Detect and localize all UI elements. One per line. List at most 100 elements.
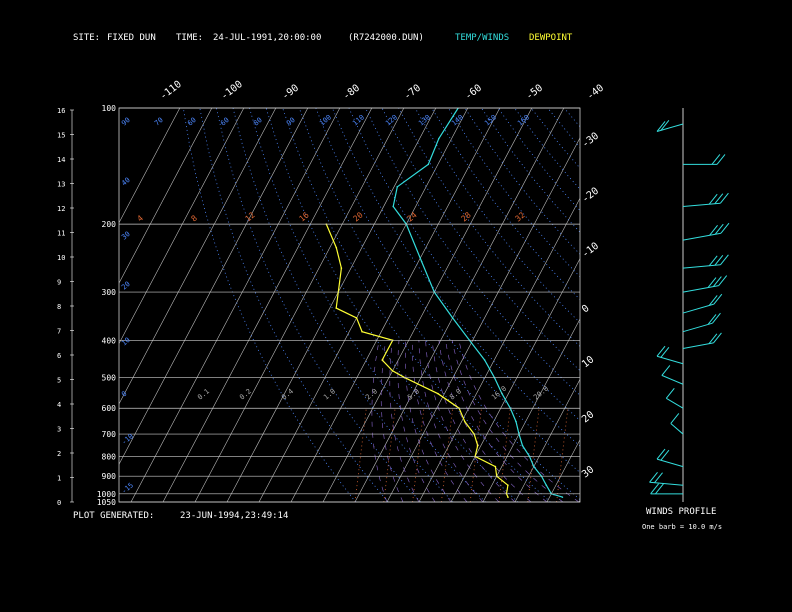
dry-adiabat-line bbox=[232, 108, 454, 502]
wind-barb-shaft bbox=[682, 285, 719, 293]
dewpoint-series-line bbox=[325, 223, 509, 498]
dry-adiabat-line bbox=[398, 108, 580, 347]
wind-barb-shaft bbox=[682, 342, 714, 349]
moist-adiabat-label: 8.0 bbox=[448, 387, 463, 401]
temperature-point bbox=[561, 496, 564, 498]
wind-barb-flag bbox=[660, 449, 670, 461]
temperature-point bbox=[501, 392, 503, 395]
height-km-label: 0 bbox=[57, 499, 61, 507]
temperature-point bbox=[451, 317, 454, 319]
mixing-ratio-line bbox=[412, 408, 425, 502]
dewpoint-point bbox=[437, 392, 439, 395]
temperature-point bbox=[545, 484, 548, 487]
dry-adiabat-line bbox=[447, 108, 580, 278]
mixing-ratio-line bbox=[556, 408, 569, 502]
isotherm-label-top: -70 bbox=[402, 83, 423, 103]
dry-adiabat-line bbox=[216, 108, 421, 502]
isotherm-line bbox=[119, 108, 245, 345]
mixing-ratio-label: 20 bbox=[352, 210, 365, 223]
height-km-label: 10 bbox=[57, 254, 65, 262]
pressure-tick-label: 900 bbox=[102, 472, 117, 481]
isotherm-line bbox=[258, 108, 469, 502]
moist-adiabat-line bbox=[445, 340, 548, 502]
isotherm-line bbox=[119, 108, 309, 465]
pressure-tick-label: 200 bbox=[102, 220, 117, 229]
winds-profile-note: One barb = 10.0 m/s bbox=[642, 523, 723, 531]
wind-barb-flag bbox=[656, 345, 666, 357]
isotherm-label-right: 0 bbox=[580, 303, 592, 315]
dry-adiabat-label: 110 bbox=[351, 113, 366, 127]
dry-adiabat-line bbox=[182, 108, 357, 502]
wind-barb-flag bbox=[660, 120, 670, 131]
height-km-label: 9 bbox=[57, 279, 61, 287]
temperature-point bbox=[396, 185, 399, 188]
height-km-label: 5 bbox=[57, 377, 61, 385]
isotherm-label-top: -60 bbox=[463, 83, 484, 103]
wind-barb-flag bbox=[712, 312, 721, 324]
wind-barb-flag bbox=[708, 255, 718, 267]
wind-barb-flag bbox=[661, 365, 671, 376]
isotherm-label-right: 10 bbox=[580, 354, 596, 370]
winds-profile-title: WINDS PROFILE bbox=[646, 507, 717, 517]
height-km-label: 4 bbox=[57, 401, 61, 409]
temperature-point bbox=[438, 137, 440, 140]
pressure-tick-label: 700 bbox=[102, 430, 117, 439]
moist-adiabat-line bbox=[405, 340, 452, 502]
mixing-ratio-line bbox=[354, 408, 367, 502]
isotherm-label-right: -10 bbox=[580, 241, 601, 261]
pressure-tick-label: 800 bbox=[102, 452, 117, 461]
wind-barb-flag bbox=[708, 295, 718, 306]
dry-adiabat-line bbox=[199, 108, 389, 502]
wind-barb-flag bbox=[670, 413, 680, 424]
height-km-label: 14 bbox=[57, 156, 65, 164]
wind-barb-flag bbox=[713, 293, 723, 305]
dry-adiabat-label: 80 bbox=[252, 116, 264, 128]
wind-barb-flag bbox=[718, 275, 728, 286]
site-label: SITE: bbox=[73, 33, 101, 43]
mixing-ratio-label: 32 bbox=[514, 210, 527, 223]
isotherm-line bbox=[546, 439, 580, 502]
wind-barb-flag bbox=[655, 483, 664, 495]
height-km-label: 12 bbox=[57, 205, 65, 213]
pressure-tick-label: 600 bbox=[102, 404, 117, 413]
wind-barb-shaft bbox=[670, 423, 684, 435]
isotherm-label-right: 20 bbox=[580, 409, 596, 425]
wind-barb-flag bbox=[650, 483, 659, 495]
dewpoint-point bbox=[391, 370, 394, 372]
dry-adiabat-line bbox=[481, 108, 580, 233]
pressure-tick-label: 1000 bbox=[97, 490, 116, 499]
isotherm-label-top: -90 bbox=[280, 83, 301, 103]
moist-adiabat-label: 20.0 bbox=[532, 385, 550, 402]
legend-dewpoint: DEWPOINT bbox=[529, 33, 573, 43]
isotherm-line bbox=[578, 499, 580, 502]
height-km-label: 11 bbox=[57, 230, 65, 238]
wind-barb-flag bbox=[716, 154, 726, 165]
dry-adiabat-line bbox=[282, 108, 551, 502]
moist-adiabat-line bbox=[397, 340, 436, 502]
wind-barb-flag bbox=[707, 314, 717, 325]
dewpoint-point bbox=[507, 496, 509, 498]
moist-adiabat-label: 0.4 bbox=[280, 387, 295, 401]
pressure-tick-label: 300 bbox=[102, 288, 117, 297]
dry-adiabat-left-label: 20 bbox=[120, 280, 132, 292]
mixing-ratio-line bbox=[527, 408, 540, 502]
isotherm-line bbox=[418, 197, 580, 502]
wind-barb-shaft bbox=[682, 232, 722, 241]
dewpoint-point bbox=[494, 465, 497, 468]
moist-adiabat-line bbox=[451, 340, 564, 502]
wind-barb-flag bbox=[665, 387, 675, 399]
plot-generated-value: 23-JUN-1994,23:49:14 bbox=[180, 511, 289, 521]
height-km-label: 6 bbox=[57, 352, 61, 360]
dewpoint-point bbox=[340, 267, 343, 269]
mixing-ratio-label: 8 bbox=[190, 213, 200, 223]
moist-adiabat-label: 2.0 bbox=[364, 387, 379, 401]
isotherm-line bbox=[611, 108, 792, 502]
dry-adiabat-left-label: 0 bbox=[120, 390, 128, 399]
wind-barb-flag bbox=[709, 224, 718, 236]
file-name: (R7242000.DUN) bbox=[348, 33, 424, 43]
wind-barb-flag bbox=[656, 121, 666, 132]
isotherm-label-top: -80 bbox=[341, 83, 362, 103]
wind-barb-flag bbox=[707, 277, 717, 288]
height-km-label: 7 bbox=[57, 328, 61, 336]
isotherm-line bbox=[119, 108, 181, 224]
